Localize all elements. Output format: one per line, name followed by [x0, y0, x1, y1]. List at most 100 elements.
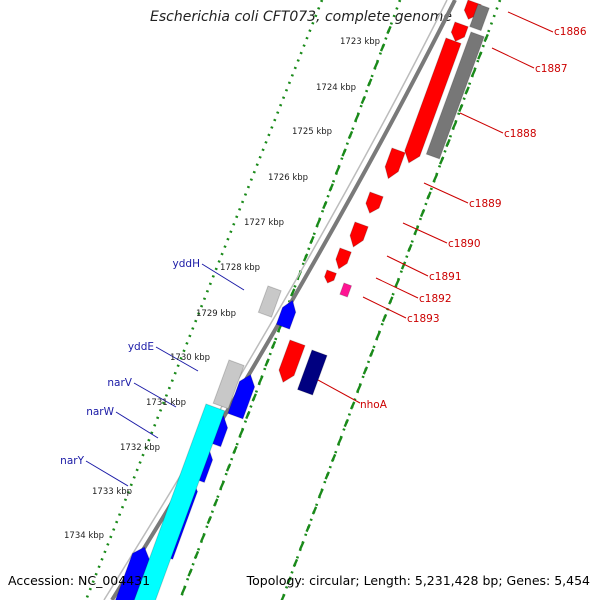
ruler-tick [251, 393, 257, 402]
kbp-label: 1726 kbp [268, 173, 308, 183]
ruler-tick [400, 261, 407, 270]
gene-yddE-block [227, 374, 255, 419]
gene-c1889-block [385, 148, 406, 179]
ruler-tick [369, 348, 375, 358]
gene-c1890-block [365, 192, 384, 214]
ruler-tick [360, 95, 367, 105]
gene-yddE-gray-edge [212, 359, 245, 410]
gene-yddH-block-edge [275, 299, 297, 330]
gene-c1886-block-edge [463, 0, 482, 20]
gene-c1886-callout [507, 11, 554, 33]
gene-c1888-label: c1888 [504, 128, 537, 140]
gene-c1888-block [404, 38, 462, 163]
ruler-tick [328, 183, 334, 192]
ruler-tick [318, 488, 324, 498]
genome-title: Escherichia coli CFT073, complete genome [150, 9, 452, 25]
gene-c1887-block [451, 22, 469, 42]
ruler-tick [334, 165, 341, 175]
gene-c1893-block [324, 270, 337, 283]
ruler-tick [451, 121, 458, 130]
ruler-tick [257, 375, 264, 385]
ruler-tick [225, 463, 232, 472]
ruler-tick [464, 86, 470, 95]
ruler-left-dots [84, 0, 324, 600]
gene-yddH-gray [258, 286, 282, 318]
ruler-tick [483, 33, 489, 43]
ruler-tick [343, 418, 350, 428]
ruler-tick [458, 103, 464, 113]
ruler-tick [238, 428, 245, 437]
kbp-label: 1724 kbp [316, 83, 356, 93]
gene-ydde-callout [155, 346, 199, 372]
gene-c1892-label: c1892 [419, 293, 452, 305]
ruler-tick [187, 568, 193, 577]
gene-narw-callout [115, 411, 159, 439]
ruler-tick [347, 130, 354, 140]
gene-navy-block [297, 350, 328, 395]
ruler-tick [341, 148, 347, 157]
gene-yddH-gray-edge [257, 285, 282, 318]
kbp-label: 1723 kbp [340, 37, 380, 47]
ruler-tick [245, 410, 251, 420]
gene-c1890-label: c1890 [448, 238, 481, 250]
gene-gray-block-long-edge [425, 31, 485, 160]
kbp-label: 1725 kbp [292, 127, 332, 137]
kbp-label: 1731 kbp [146, 398, 186, 408]
gene-gray-block [469, 4, 490, 31]
kbp-label: 1733 kbp [92, 487, 132, 497]
gene-nhoA-block-edge [278, 339, 306, 383]
ruler-tick [290, 288, 296, 297]
gene-yddh-label: yddH [173, 258, 200, 270]
ruler-tick [337, 436, 343, 445]
gene-c1891-label: c1891 [429, 271, 462, 283]
kbp-label: 1727 kbp [244, 218, 284, 228]
ruler-tick [302, 253, 309, 262]
gene-cyan-block [134, 404, 225, 600]
ruler-tick [193, 550, 200, 560]
gene-pink-block [339, 283, 352, 298]
kbp-labels: 1723 kbp 1724 kbp 1725 kbp 1726 kbp 1727 kbp… [64, 37, 380, 541]
ruler-tick [426, 191, 432, 200]
gene-callouts: c1886 c1887 c1888 c1889 c1890 c1891 c1892 c1893… [60, 11, 587, 487]
ruler-inner-track [280, 0, 502, 600]
gene-c1893-block-edge [323, 269, 338, 284]
ruler-tick [438, 156, 445, 165]
gene-narZ-block-edge [114, 546, 151, 600]
gene-c1890-block-edge [365, 191, 384, 214]
ruler-tick [213, 498, 219, 507]
gene-narZ-block [115, 547, 150, 600]
gene-c1887-callout [491, 47, 535, 69]
gene-nhoa-callout [317, 379, 361, 404]
ruler-tick [219, 480, 225, 490]
kbp-label: 1730 kbp [170, 353, 210, 363]
gene-c1893-callout [362, 296, 407, 319]
gene-c1889-callout [423, 182, 469, 204]
ruler-tick [292, 558, 299, 568]
ruler-tick [309, 235, 315, 245]
gene-narw-label: narW [86, 406, 114, 418]
gene-yddE-gray [213, 360, 245, 409]
gene-yddH-block [276, 300, 296, 330]
kbp-label: 1729 kbp [196, 309, 236, 319]
gene-nary-label: narY [60, 455, 84, 467]
ruler-tick [375, 331, 381, 340]
ruler-outer-track [84, 0, 402, 600]
gene-c1887-label: c1887 [535, 63, 568, 75]
ruler-tick [379, 43, 386, 52]
ruler-tick [367, 78, 373, 87]
kbp-label: 1728 kbp [220, 263, 260, 273]
ruler-tick [356, 383, 362, 393]
ruler-tick [305, 523, 311, 533]
gene-nary-callout [85, 460, 129, 487]
backbone-arc [110, 0, 457, 600]
backbone-shadow [103, 0, 448, 600]
ruler-tick [315, 218, 322, 227]
gene-c1889-label: c1889 [469, 198, 502, 210]
gene-ydde-label: yddE [128, 341, 154, 353]
ruler-tick [354, 113, 360, 122]
ruler-tick [180, 585, 187, 595]
gene-navy-block-edge [296, 349, 328, 396]
gene-gray-block-long [426, 32, 485, 159]
